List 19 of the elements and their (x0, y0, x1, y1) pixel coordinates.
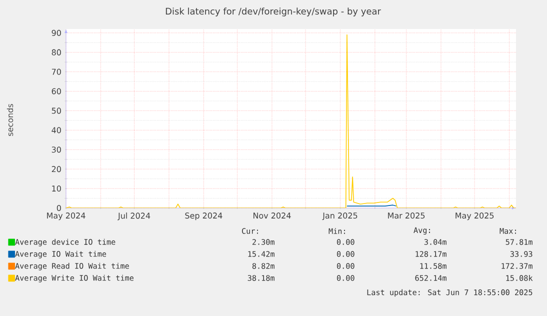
y-axis-title: seconds (6, 104, 14, 136)
x-tick-label: May 2024 (47, 212, 86, 220)
y-tick-label: 80 (52, 49, 61, 56)
x-tick-label: Nov 2024 (254, 212, 291, 219)
y-tick-label: 0 (56, 204, 61, 212)
x-tick-label: Jul 2024 (118, 212, 150, 220)
y-tick-label: 70 (52, 68, 61, 75)
x-tick-label: Sep 2024 (185, 212, 222, 220)
y-tick-label: 10 (52, 186, 61, 192)
y-tick-label: 50 (52, 108, 61, 114)
x-tick-label: May 2025 (456, 212, 494, 220)
chart-title: Disk latency for /dev/foreign-key/swap - by year (166, 8, 381, 16)
x-tick-label: Jan 2025 (322, 212, 358, 220)
y-tick-label: 90 (52, 30, 61, 36)
y-tick-label: 30 (52, 146, 61, 153)
y-tick-label: 60 (52, 88, 61, 94)
y-tick-label: 40 (52, 127, 61, 134)
y-tick-label: 20 (52, 166, 61, 172)
x-tick-label: Mar 2025 (388, 212, 425, 219)
